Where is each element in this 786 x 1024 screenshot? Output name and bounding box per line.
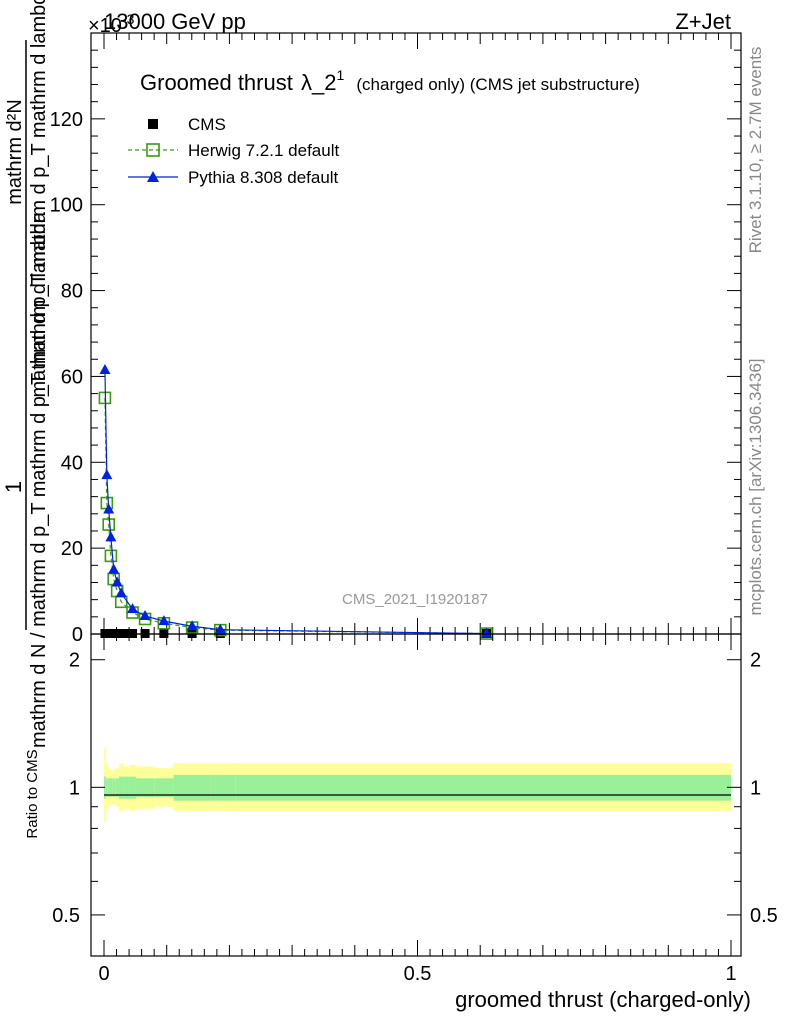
ratio-y-tick-label: 0.5 [52,905,80,927]
ratio-frame [90,633,742,957]
chart-title: Groomed thrust λ_21 (charged only) (CMS … [140,60,640,95]
pythia-point [103,503,115,514]
mcplots-label: mcplots.cern.ch [arXiv:1306.3436] [746,358,765,615]
x-tick-label: 0 [98,963,109,985]
x-tick-label: 1 [725,963,736,985]
ratio-y-tick-label-right: 0.5 [750,905,778,927]
y-tick-label: 100 [50,195,83,217]
ratio-band-inner [129,776,136,799]
ratio-y-ticks: 0.5 0.5 1 1 2 2 [52,650,778,927]
main-panel: 0 20 40 60 80 100 120 CMS_2021_I1920187 Groome… [1,0,742,748]
main-y-ticks: 0 20 40 60 80 100 120 [50,32,741,646]
pythia-point [158,615,170,626]
legend-marker-pythia [147,171,159,182]
y-tick-label: 60 [61,366,83,388]
legend-marker-cms [148,119,158,129]
y-label-denominator: mathrm d N / mathrm d p_T mathrm d p_T m… [28,211,50,748]
y-label-numerator-top: mathrm d²N [4,99,26,205]
pythia-point [108,563,120,574]
ratio-y-tick-label-right: 2 [750,650,761,672]
pythia-point [115,587,127,598]
ratio-y-label: Ratio to CMS [24,749,41,838]
pythia-point [480,627,492,638]
y-tick-label: 20 [61,538,83,560]
x-axis-label: groomed thrust (charged-only) [455,987,751,1012]
pythia-point [139,609,151,620]
ratio-panel: 0.5 0.51 12 2 0 0.5 1 Ratio to CMS groomed th… [24,633,778,1012]
herwig-point [104,549,118,563]
ratio-band-inner [115,778,120,797]
energy-label: 13000 GeV pp [104,9,246,34]
y-tick-label: 0 [72,624,83,646]
ratio-band-inner [123,776,130,799]
ratio-band-inner [154,778,174,797]
ratio-band-inner [173,774,211,801]
ratio-band-inner [235,774,732,801]
pythia-point [99,363,111,374]
process-label: Z+Jet [675,9,731,34]
ratio-band-inner [210,774,236,801]
pythia-point [101,469,113,480]
ratio-bands [104,747,732,822]
ratio-band-inner [112,778,116,797]
pythia-point [105,531,117,542]
pythia-point [186,620,198,631]
watermark-label: CMS_2021_I1920187 [342,591,488,608]
legend-marker-herwig [146,143,160,157]
legend: CMS Herwig 7.2.1 default Pythia 8.308 de… [128,115,339,187]
pythia-point [111,576,123,587]
ratio-y-tick-label: 2 [69,650,80,672]
pythia-point [214,623,226,634]
ratio-y-tick-label: 1 [69,777,80,799]
ratio-x-ticks: 0 0.5 1 [98,634,737,985]
legend-label-cms: CMS [188,115,226,134]
y-tick-label: 80 [61,281,83,303]
y-label-numerator-bottom: mathrm d p_T mathrm d p_T mathrm d lambd… [28,0,50,397]
ratio-band-inner [105,778,108,797]
y-tick-label: 40 [61,452,83,474]
pythia-point [127,603,139,614]
herwig-point [102,518,116,531]
y-label-one: 1 [1,481,26,493]
rivet-label: Rivet 3.1.10, ≥ 2.7M events [746,47,765,254]
legend-label-pythia: Pythia 8.308 default [188,168,339,187]
main-y-label: mathrm d²N mathrm d p_T mathrm d p_T mat… [1,0,50,748]
ratio-band-inner [109,778,113,797]
x-tick-label: 0.5 [404,963,432,985]
y-tick-label: 120 [50,109,83,131]
legend-label-herwig: Herwig 7.2.1 default [188,141,339,160]
multiplier-label: ×10-3 [88,11,135,37]
ratio-y-tick-label-right: 1 [750,777,761,799]
ratio-band-inner [119,776,124,799]
ratio-band-inner [135,778,155,797]
ratio-band-inner [107,778,110,797]
